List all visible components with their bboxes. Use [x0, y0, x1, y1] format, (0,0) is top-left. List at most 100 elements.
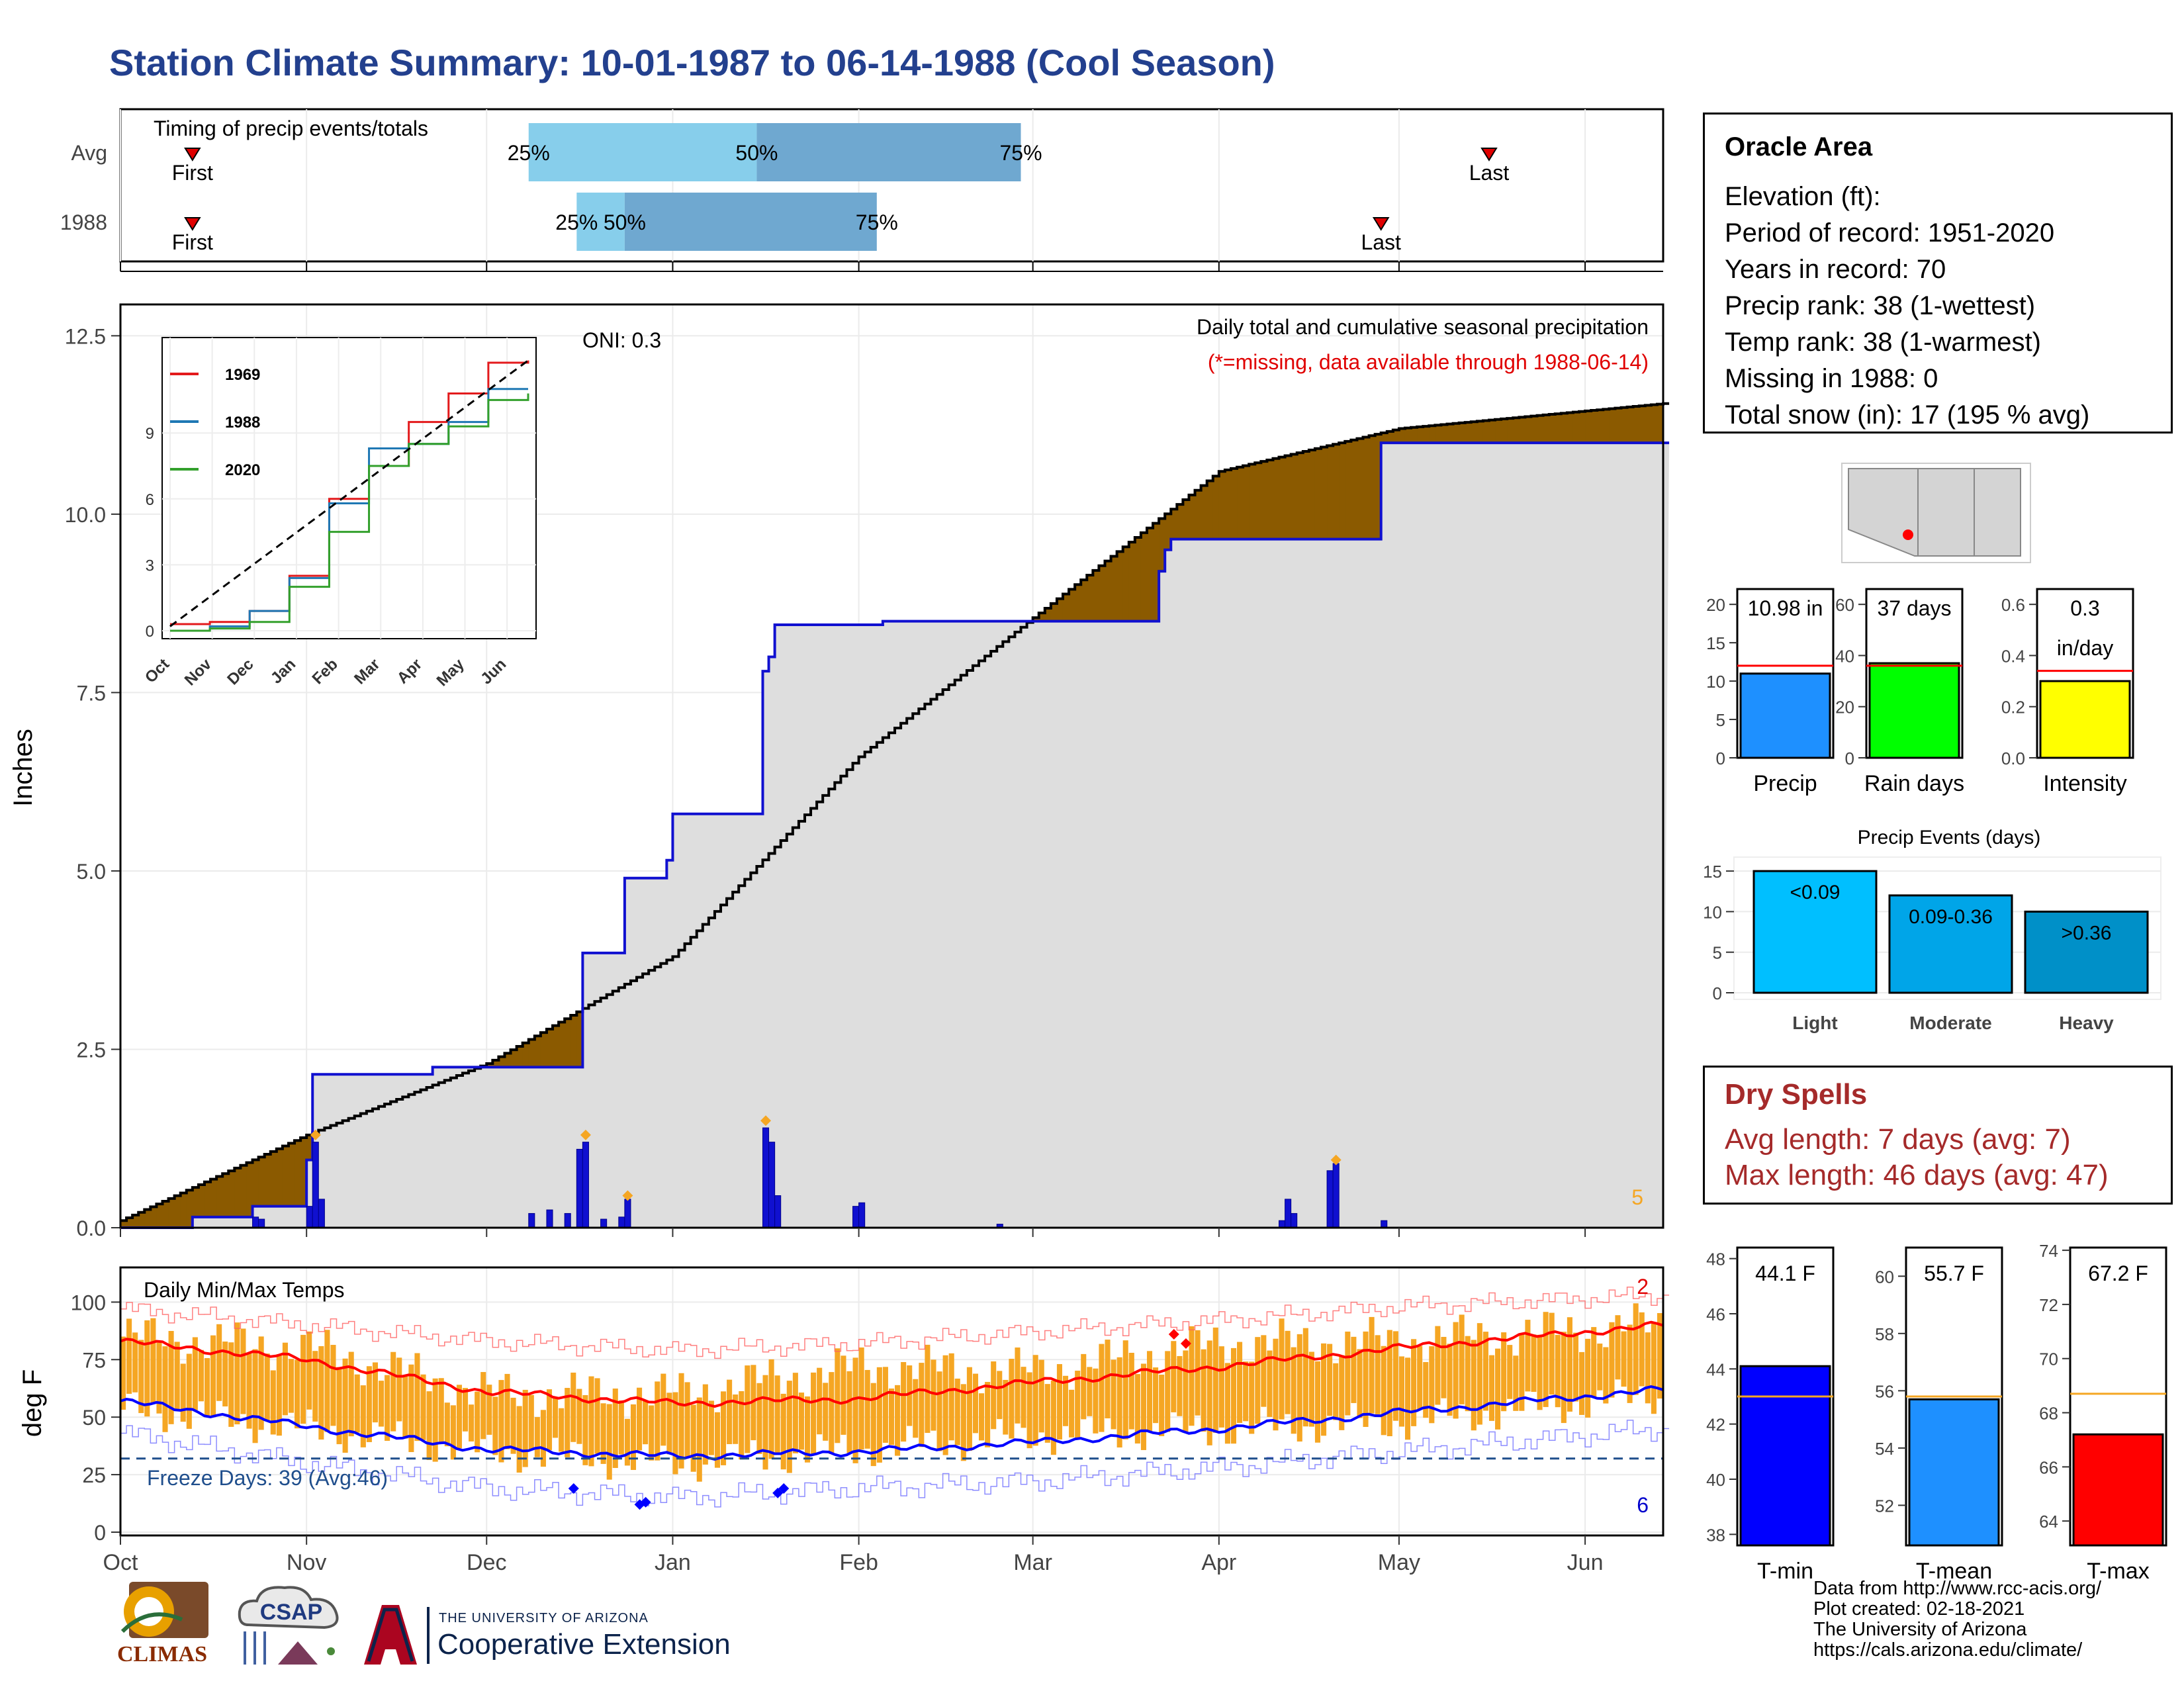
deficit-area: [162, 1201, 169, 1228]
daily-temp-bar: [1171, 1341, 1177, 1412]
deficit-area: [168, 1198, 175, 1228]
timing-bar-25-50: [576, 193, 625, 251]
daily-precip-bar: [768, 1142, 776, 1228]
deficit-area: [1369, 435, 1376, 539]
daily-temp-bar: [204, 1357, 210, 1416]
temp-bar-label: T-min: [1757, 1559, 1813, 1584]
daily-temp-bar: [1567, 1317, 1572, 1412]
daily-temp-bar: [264, 1353, 270, 1421]
daily-temp-bar: [1128, 1352, 1134, 1430]
deficit-area: [1453, 423, 1460, 443]
deficit-area: [1297, 453, 1304, 539]
deficit-area: [1627, 406, 1634, 443]
daily-temp-bar: [1099, 1344, 1105, 1432]
inset-ytick-label: 9: [146, 425, 154, 443]
snow-day-marker: [310, 1129, 321, 1140]
deficit-area: [276, 1148, 283, 1207]
credit-line: The University of Arizona: [1813, 1619, 2027, 1640]
deficit-area: [1302, 451, 1310, 539]
mini-bar-ytick-label: 5: [1716, 710, 1725, 730]
deficit-area: [1381, 432, 1388, 443]
daily-temp-bar: [1261, 1335, 1267, 1407]
daily-temp-bar: [1453, 1322, 1459, 1419]
ua-divider: [427, 1607, 430, 1664]
deficit-area: [1105, 561, 1112, 621]
daily-temp-bar: [1495, 1348, 1501, 1430]
daily-temp-bar: [1177, 1355, 1183, 1416]
daily-temp-bar: [972, 1373, 979, 1434]
temp-bar-ytick-label: 68: [2039, 1404, 2058, 1424]
daily-temp-bar: [570, 1372, 576, 1442]
avg-min-line: [120, 1385, 1664, 1461]
daily-temp-bar: [360, 1385, 366, 1447]
daily-temp-bar: [1423, 1361, 1429, 1418]
daily-temp-bar: [780, 1393, 786, 1470]
freeze-days-label: Freeze Days: 39 (Avg:46): [147, 1466, 388, 1490]
precip-event-value-label: 0.09-0.36: [1909, 906, 1993, 928]
daily-temp-bar: [1153, 1367, 1159, 1424]
temp-bar-ytick-label: 60: [1875, 1267, 1894, 1287]
snow-day-marker: [622, 1190, 633, 1201]
temp-ytick-label: 0: [94, 1521, 106, 1545]
daily-temp-bar: [1297, 1334, 1302, 1442]
daily-temp-bar: [390, 1351, 396, 1432]
deficit-area: [1038, 613, 1046, 621]
deficit-area: [1411, 427, 1418, 443]
daily-temp-bar: [1363, 1331, 1369, 1427]
daily-temp-bar: [600, 1403, 606, 1464]
daily-precip-bar: [600, 1218, 608, 1228]
first-event-marker: [184, 148, 201, 161]
daily-temp-bar: [907, 1365, 913, 1426]
daily-temp-bar: [733, 1394, 739, 1444]
daily-temp-bar: [708, 1400, 714, 1455]
daily-precip-bar: [774, 1195, 782, 1228]
daily-precip-bar: [312, 1142, 319, 1228]
record-min-marker: [772, 1487, 784, 1498]
daily-temp-bar: [1603, 1347, 1609, 1404]
daily-temp-bar: [480, 1372, 486, 1440]
daily-temp-bar: [1026, 1372, 1032, 1449]
daily-temp-bar: [1519, 1334, 1525, 1411]
mini-bar-value-label: 10.98 in: [1748, 596, 1823, 620]
temp-bar-ytick-label: 74: [2039, 1241, 2058, 1261]
temp-bar-ytick-label: 54: [1875, 1439, 1894, 1459]
daily-temp-bar: [1093, 1368, 1099, 1434]
daily-temp-bar: [1273, 1338, 1279, 1431]
first-event-label: First: [172, 230, 213, 254]
month-label: May: [1378, 1550, 1420, 1575]
deficit-area: [516, 1046, 523, 1068]
daily-temp-bar: [1321, 1343, 1327, 1436]
mini-bar-value-label: in/day: [2057, 636, 2113, 660]
daily-precip-bar: [1285, 1199, 1292, 1228]
daily-temp-bar: [1122, 1340, 1128, 1440]
deficit-area: [1075, 584, 1081, 621]
daily-temp-bar: [756, 1383, 762, 1454]
cumulative-observed-line: [120, 441, 1670, 1229]
credit-line: https://cals.arizona.edu/climate/: [1813, 1639, 2083, 1661]
daily-temp-bar: [1056, 1364, 1062, 1440]
deficit-area: [1488, 420, 1496, 443]
precip-ytick-label: 5.0: [77, 860, 106, 884]
deficit-area: [1417, 426, 1424, 443]
deficit-area: [1069, 589, 1075, 621]
inset-legend-label: 1969: [225, 366, 260, 384]
daily-temp-bar: [1447, 1344, 1453, 1416]
daily-temp-bar: [432, 1378, 438, 1462]
daily-temp-bar: [823, 1383, 829, 1441]
deficit-area: [570, 1015, 577, 1068]
daily-temp-bar: [1140, 1363, 1146, 1450]
daily-temp-bar: [414, 1353, 420, 1441]
daily-temp-bar: [1465, 1336, 1471, 1412]
deficit-area: [553, 1025, 559, 1068]
deficit-area: [492, 1060, 500, 1068]
precip-event-category: Light: [1792, 1013, 1837, 1033]
deficit-area: [1111, 556, 1118, 621]
daily-temp-bar: [1165, 1351, 1171, 1432]
month-label: Oct: [103, 1550, 138, 1575]
deficit-area: [132, 1214, 139, 1228]
snow-count-label: 5: [1631, 1185, 1643, 1209]
deficit-area: [240, 1165, 248, 1217]
deficit-area: [1177, 504, 1183, 539]
deficit-area: [1435, 425, 1442, 443]
